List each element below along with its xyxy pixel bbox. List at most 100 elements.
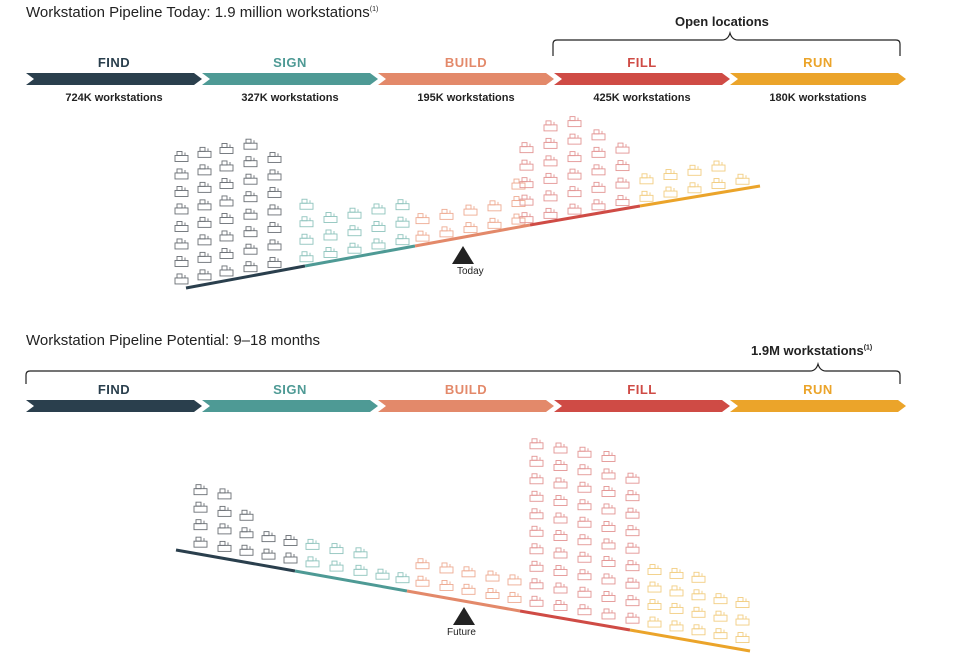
future-beam-fill	[519, 609, 631, 632]
workstation-desk-icon	[217, 523, 232, 535]
workstation-desk-icon	[243, 138, 258, 150]
workstation-desk-icon	[713, 628, 728, 640]
future-stage-arrows	[26, 400, 906, 412]
workstation-desk-icon	[647, 581, 662, 593]
workstation-desk-icon	[669, 620, 684, 632]
workstation-desk-icon	[461, 583, 476, 595]
workstation-desk-icon	[485, 588, 500, 599]
workstation-desk-icon	[507, 574, 522, 586]
today-beam-build	[414, 223, 531, 248]
today-beam-sign	[304, 244, 416, 268]
workstation-desk-icon	[567, 203, 582, 215]
workstation-desk-icon	[174, 168, 189, 180]
today-count-run: 180K workstations	[769, 92, 867, 104]
workstation-desk-icon	[615, 195, 630, 207]
workstation-desk-icon	[174, 221, 189, 232]
future-label-run: RUN	[803, 382, 833, 397]
future-arrow-sign	[202, 400, 378, 412]
workstation-desk-icon	[577, 499, 592, 511]
today-count-fill: 425K workstations	[593, 92, 691, 104]
today-arrow-build	[378, 73, 554, 85]
workstation-desk-icon	[553, 477, 568, 489]
open-locations-label: Open locations	[675, 14, 769, 29]
workstation-desk-icon	[439, 580, 454, 591]
today-count-sign: 327K workstations	[241, 92, 339, 104]
workstation-desk-icon	[577, 534, 592, 546]
workstation-desk-icon	[519, 177, 534, 189]
workstation-desk-icon	[323, 212, 338, 223]
workstation-desk-icon	[625, 612, 640, 624]
future-arrow-fill	[554, 400, 730, 412]
workstation-desk-icon	[529, 595, 544, 607]
workstation-desk-icon	[601, 608, 616, 620]
workstation-desk-icon	[439, 208, 454, 220]
workstation-desk-icon	[267, 186, 282, 198]
future-arrow-build	[378, 400, 554, 412]
workstation-desk-icon	[243, 208, 258, 220]
workstation-desk-icon	[711, 160, 726, 172]
workstation-desk-icon	[519, 142, 534, 154]
workstation-desk-icon	[219, 160, 234, 172]
workstation-desk-icon	[567, 151, 582, 163]
workstation-desk-icon	[601, 451, 616, 462]
workstation-desk-icon	[267, 204, 282, 216]
workstation-desk-icon	[601, 521, 616, 532]
workstation-desk-icon	[299, 198, 314, 210]
workstation-desk-icon	[577, 464, 592, 476]
workstation-desk-icon	[299, 233, 314, 245]
workstation-desk-icon	[347, 225, 362, 237]
workstation-desk-icon	[217, 505, 232, 517]
workstation-desk-icon	[299, 216, 314, 228]
workstation-desk-icon	[601, 503, 616, 515]
workstation-desk-icon	[669, 585, 684, 597]
workstation-desk-icon	[415, 213, 430, 225]
workstation-desk-icon	[415, 575, 430, 587]
workstation-desk-icon	[197, 164, 212, 176]
workstation-desk-icon	[439, 562, 454, 574]
workstation-desk-icon	[239, 544, 254, 556]
today-arrow-fill	[554, 73, 730, 85]
workstation-desk-icon	[197, 181, 212, 193]
workstation-desk-icon	[243, 173, 258, 185]
today-stage-arrows	[26, 73, 906, 85]
workstation-desk-icon	[347, 242, 362, 254]
total-workstations-text: 1.9M workstations	[751, 343, 864, 358]
workstation-desk-icon	[577, 569, 592, 581]
workstation-desk-icon	[239, 509, 254, 521]
workstation-desk-icon	[553, 495, 568, 506]
today-seesaw	[185, 184, 761, 290]
workstation-desk-icon	[507, 591, 522, 603]
workstation-desk-icon	[463, 222, 478, 234]
workstation-desk-icon	[193, 536, 208, 548]
workstation-desk-icon	[529, 490, 544, 502]
workstation-desk-icon	[669, 602, 684, 614]
workstation-desk-icon	[375, 568, 390, 580]
workstation-desk-icon	[625, 595, 640, 607]
today-title: Workstation Pipeline Today: 1.9 million …	[26, 4, 378, 21]
workstation-desk-icon	[687, 164, 702, 176]
workstation-desk-icon	[243, 156, 258, 168]
workstation-desk-icon	[735, 614, 750, 626]
workstation-desk-icon	[647, 616, 662, 628]
workstation-desk-icon	[371, 203, 386, 215]
workstation-desk-icon	[615, 160, 630, 172]
workstation-desk-icon	[219, 143, 234, 154]
workstation-desk-icon	[243, 226, 258, 238]
workstation-desk-icon	[601, 486, 616, 497]
workstation-desk-icon	[691, 624, 706, 636]
today-title-text: Workstation Pipeline Today: 1.9 million …	[26, 4, 370, 21]
workstation-desk-icon	[485, 570, 500, 582]
workstation-desk-icon	[553, 565, 568, 576]
future-beam-sign	[294, 569, 408, 593]
future-beam-find	[175, 548, 296, 573]
workstation-desk-icon	[529, 560, 544, 572]
future-seesaw	[175, 548, 751, 653]
workstation-desk-icon	[553, 442, 568, 454]
workstation-desk-icon	[219, 213, 234, 224]
today-arrow-run	[730, 73, 906, 85]
workstation-desk-icon	[625, 560, 640, 572]
today-count-find: 724K workstations	[65, 92, 163, 104]
workstation-desk-icon	[691, 589, 706, 601]
workstation-desk-icon	[625, 542, 640, 554]
